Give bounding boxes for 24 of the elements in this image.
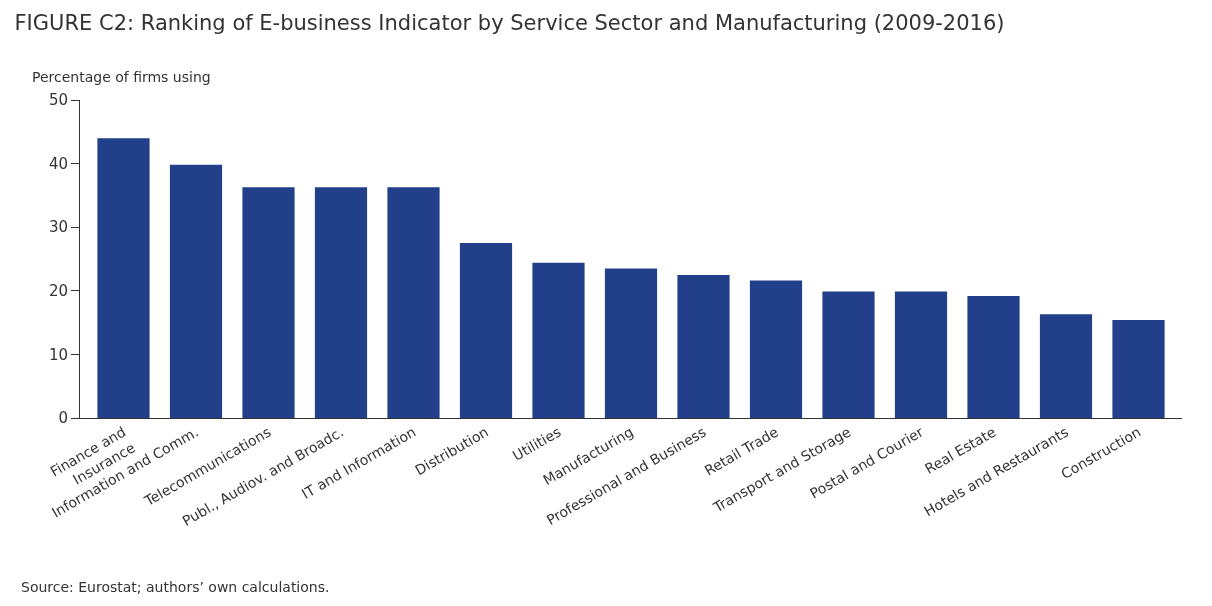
bar	[387, 187, 440, 418]
bar	[242, 187, 295, 418]
bar	[894, 291, 948, 418]
bar	[314, 187, 368, 418]
source-note: Source: Eurostat; authors’ own calculations.	[21, 579, 330, 595]
y-tick-label: 20	[48, 282, 68, 301]
bar	[97, 138, 150, 418]
bar	[1039, 314, 1093, 418]
y-axis-title: Percentage of firms using	[32, 69, 211, 85]
bar	[1112, 320, 1165, 418]
y-tick-label: 30	[48, 218, 68, 237]
bar	[459, 243, 513, 418]
bar	[677, 274, 730, 418]
bar	[169, 164, 223, 418]
y-tick-label: 0	[58, 409, 68, 428]
y-tick-label: 10	[48, 345, 68, 364]
bar	[822, 291, 875, 418]
y-tick-label: 50	[48, 91, 68, 110]
chart-title: FIGURE C2: Ranking of E-business Indicator by Service Sector and Manufacturing (2009-2016)	[14, 10, 1005, 35]
bar	[604, 268, 658, 418]
bar	[532, 262, 585, 418]
y-tick-label: 40	[48, 154, 68, 173]
bar	[967, 295, 1020, 418]
bar	[749, 280, 803, 418]
